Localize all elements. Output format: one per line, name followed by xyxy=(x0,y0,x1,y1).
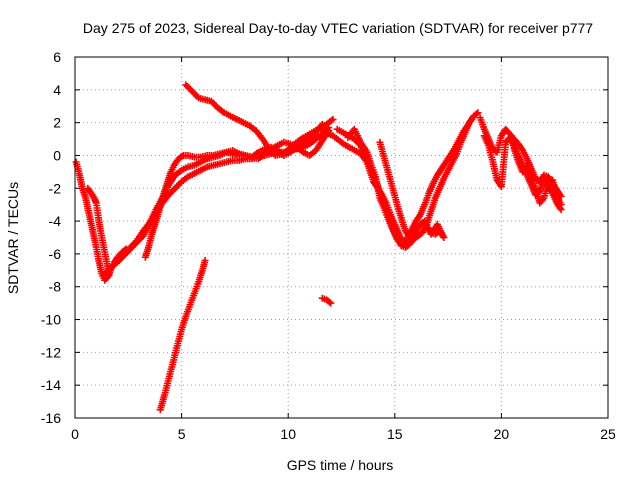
x-axis-label: GPS time / hours xyxy=(287,457,394,473)
y-tick-label: 6 xyxy=(53,49,61,65)
x-tick-label: 25 xyxy=(600,426,616,442)
y-axis-label: SDTVAR / TECUs xyxy=(5,182,21,294)
y-tick-label: -4 xyxy=(49,213,62,229)
axis-ticks xyxy=(74,56,609,419)
series-track-e xyxy=(141,127,333,261)
x-tick-label: 5 xyxy=(178,426,186,442)
x-tick-label: 15 xyxy=(387,426,403,442)
x-tick-labels: 0 5 10 15 20 25 xyxy=(71,426,616,442)
series-markers xyxy=(510,145,565,209)
series-track-o xyxy=(510,145,565,209)
series-track-g xyxy=(156,257,209,414)
series-track-b xyxy=(84,184,113,279)
data-points xyxy=(72,81,565,414)
y-tick-label: -12 xyxy=(41,344,61,360)
x-tick-label: 10 xyxy=(280,426,296,442)
series-markers xyxy=(376,138,448,245)
y-tick-label: 2 xyxy=(53,115,61,131)
series-track-f xyxy=(182,81,337,159)
x-tick-label: 20 xyxy=(494,426,510,442)
y-tick-label: -16 xyxy=(41,410,61,426)
y-tick-label: -14 xyxy=(41,377,61,393)
y-tick-labels: -16 -14 -12 -10 -8 -6 -4 -2 0 2 4 6 xyxy=(41,49,61,426)
y-tick-label: -2 xyxy=(49,180,62,196)
series-track-l xyxy=(376,138,448,245)
series-markers xyxy=(84,184,113,279)
series-track-h xyxy=(318,294,335,307)
series-markers xyxy=(318,294,335,307)
series-markers xyxy=(182,81,337,159)
chart-title: Day 275 of 2023, Sidereal Day-to-day VTE… xyxy=(83,20,593,36)
series-markers xyxy=(156,257,209,414)
series-markers xyxy=(141,127,333,261)
y-tick-label: -6 xyxy=(49,246,62,262)
y-tick-label: 0 xyxy=(53,147,61,163)
y-tick-label: 4 xyxy=(53,82,61,98)
x-tick-label: 0 xyxy=(71,426,79,442)
y-tick-label: -8 xyxy=(49,279,62,295)
y-tick-label: -10 xyxy=(41,312,61,328)
plot-frame xyxy=(74,56,609,419)
